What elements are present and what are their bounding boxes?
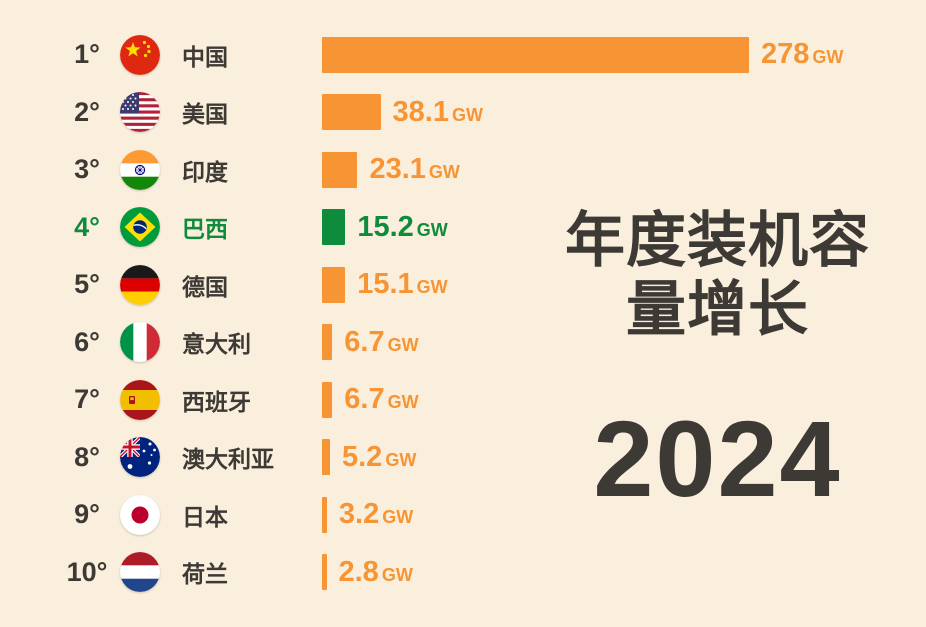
value-number: 23.1 — [369, 153, 426, 186]
value-bar — [322, 94, 381, 131]
value-label: 38.1 GW — [393, 96, 483, 129]
value-unit: GW — [451, 104, 483, 125]
value-bar — [322, 381, 333, 418]
value-number: 6.7 — [344, 383, 385, 416]
rank-label: 3° — [74, 154, 100, 185]
value-label: 6.7 GW — [344, 383, 418, 416]
value-label: 6.7 GW — [344, 326, 418, 359]
value-number: 2.8 — [338, 555, 379, 588]
ranking-list: 1° 中国 278 GW 2° 美国 38.1 GW 3° 印度 23.1 GW 4°… — [58, 26, 843, 601]
ranking-row: 9° 日本 3.2 GW — [58, 486, 843, 544]
value-unit: GW — [381, 564, 413, 585]
ranking-row: 6° 意大利 6.7 GW — [58, 314, 843, 372]
rank-label: 7° — [74, 384, 100, 415]
country-label: 中国 — [182, 43, 228, 70]
value-bar — [322, 496, 327, 533]
ranking-row: 5° 德国 15.1 GW — [58, 256, 843, 314]
chart-title-line1: 年度装机容 — [565, 207, 870, 274]
usa-flag-icon — [120, 92, 160, 133]
value-label: 23.1 GW — [369, 153, 459, 186]
bar-area: 23.1 GW — [322, 151, 460, 188]
china-flag-icon — [120, 34, 160, 75]
rank-label: 1° — [74, 39, 100, 70]
bar-area: 15.2 GW — [322, 209, 448, 246]
rank-label: 5° — [74, 269, 100, 300]
value-number: 278 — [761, 38, 810, 71]
bar-area: 6.7 GW — [322, 381, 419, 418]
ranking-row: 3° 印度 23.1 GW — [58, 141, 843, 199]
bar-area: 5.2 GW — [322, 439, 416, 476]
rank-label: 2° — [74, 96, 100, 127]
value-number: 5.2 — [341, 440, 383, 473]
chart-title-line2: 量增长 — [626, 276, 809, 343]
value-label: 278 GW — [761, 38, 843, 71]
japan-flag-icon — [120, 494, 160, 535]
ranking-row: 2° 美国 38.1 GW — [58, 84, 843, 142]
rank-label: 8° — [74, 441, 100, 472]
country-label: 巴西 — [182, 216, 228, 243]
netherlands-flag-icon — [120, 552, 160, 593]
ranking-row: 10° 荷兰 2.8 GW — [58, 544, 843, 602]
ranking-row: 4° 巴西 15.2 GW — [58, 199, 843, 257]
country-label: 澳大利亚 — [182, 446, 274, 473]
india-flag-icon — [120, 149, 160, 190]
ranking-row: 1° 中国 278 GW — [58, 26, 843, 84]
value-label: 5.2 GW — [342, 441, 416, 474]
value-bar — [322, 209, 346, 246]
value-number: 38.1 — [392, 95, 449, 128]
country-label: 日本 — [182, 503, 228, 530]
value-unit: GW — [382, 507, 414, 528]
australia-flag-icon — [120, 437, 160, 478]
value-number: 15.1 — [357, 268, 414, 301]
value-unit: GW — [416, 219, 448, 240]
value-unit: GW — [812, 47, 844, 68]
chart-title: 年度装机容 量增长 — [535, 206, 900, 344]
country-label: 印度 — [182, 158, 228, 185]
value-bar — [322, 36, 749, 73]
value-label: 15.1 GW — [357, 268, 447, 301]
rank-label: 4° — [74, 211, 100, 242]
value-label: 3.2 GW — [339, 498, 413, 531]
rank-label: 6° — [74, 326, 100, 357]
bar-area: 278 GW — [322, 36, 843, 73]
value-bar — [322, 324, 333, 361]
value-unit: GW — [387, 334, 419, 355]
bar-area: 38.1 GW — [322, 94, 483, 131]
bar-area: 6.7 GW — [322, 324, 419, 361]
value-unit: GW — [428, 162, 460, 183]
germany-flag-icon — [120, 264, 160, 305]
italy-flag-icon — [120, 322, 160, 363]
value-unit: GW — [416, 277, 448, 298]
bar-area: 15.1 GW — [322, 266, 448, 303]
value-number: 3.2 — [338, 498, 380, 531]
value-bar — [322, 439, 330, 476]
value-label: 2.8 GW — [339, 556, 413, 589]
country-label: 荷兰 — [182, 561, 228, 588]
value-bar — [322, 151, 358, 188]
rank-label: 10° — [66, 556, 108, 587]
bar-area: 3.2 GW — [322, 496, 413, 533]
ranking-row: 8° 澳大利亚 5.2 GW — [58, 429, 843, 487]
year-label: 2024 — [593, 398, 842, 519]
rank-label: 9° — [74, 499, 100, 530]
bar-area: 2.8 GW — [322, 554, 413, 591]
spain-flag-icon — [120, 379, 160, 420]
country-label: 美国 — [182, 101, 228, 128]
country-label: 德国 — [182, 273, 228, 300]
value-bar — [322, 266, 346, 303]
value-number: 15.2 — [357, 210, 414, 243]
value-unit: GW — [387, 392, 419, 413]
value-number: 6.7 — [344, 325, 385, 358]
country-label: 西班牙 — [182, 388, 251, 415]
country-label: 意大利 — [182, 331, 251, 358]
value-unit: GW — [385, 449, 417, 470]
brazil-flag-icon — [120, 207, 160, 248]
value-bar — [322, 554, 327, 591]
value-label: 15.2 GW — [357, 211, 447, 244]
title-block: 年度装机容 量增长 2024 — [535, 206, 900, 521]
ranking-row: 7° 西班牙 6.7 GW — [58, 371, 843, 429]
